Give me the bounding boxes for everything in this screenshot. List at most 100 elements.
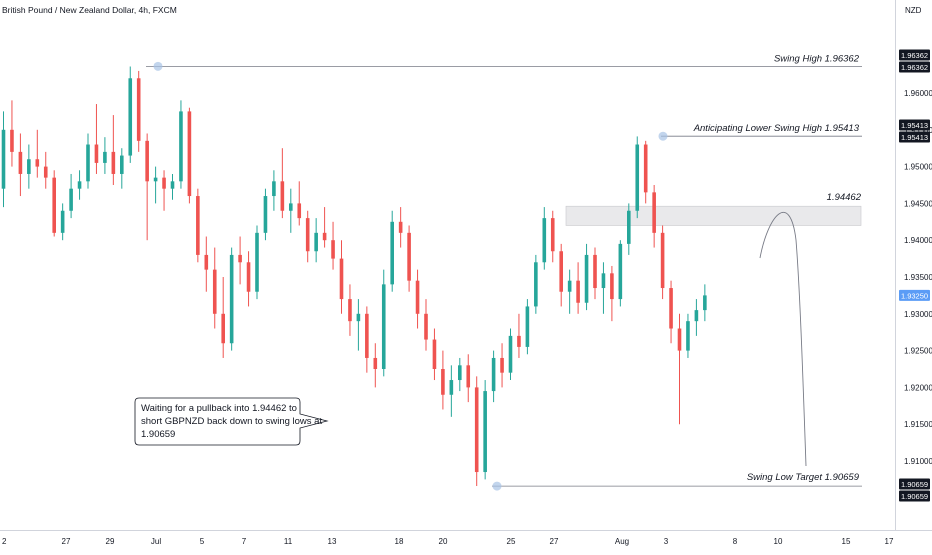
candle-body: [550, 218, 555, 252]
candle-body: [652, 192, 656, 233]
candle-body: [686, 321, 690, 351]
price-tag-text: 1.90659: [901, 492, 928, 501]
price-tick-label: 1.92500: [904, 347, 932, 356]
candle-body: [441, 369, 445, 395]
candle-body: [610, 273, 614, 300]
candle-body: [120, 155, 124, 174]
candle-body: [348, 299, 352, 322]
lower-high-marker[interactable]: [658, 131, 668, 141]
time-tick-label: 17: [885, 537, 894, 546]
candle-body: [449, 380, 454, 395]
candle-body: [534, 262, 538, 307]
currency-label: NZD: [905, 6, 922, 15]
candle-body: [593, 254, 597, 289]
candle-body: [432, 339, 437, 369]
candle-body: [567, 280, 572, 292]
price-tick-label: 1.94000: [904, 236, 932, 245]
time-tick-label: 27: [62, 537, 71, 546]
candle-body: [322, 232, 327, 241]
candle-body: [424, 313, 428, 340]
time-tick-label: 15: [842, 537, 851, 546]
price-tick-label: 1.93000: [904, 310, 932, 319]
price-tag-bg: [899, 131, 930, 143]
price-tag-text: 1.90659: [901, 480, 928, 489]
time-tick-label: 27: [550, 537, 559, 546]
time-tick-label: 3: [664, 537, 669, 546]
price-tag-bg: [899, 61, 930, 73]
candle-body: [103, 151, 107, 163]
candle-body: [10, 129, 14, 152]
price-tag-bg: [899, 478, 930, 490]
swing-high-label: Swing High 1.96362: [774, 53, 860, 64]
candle-body: [703, 295, 707, 311]
candle-body: [272, 181, 276, 197]
swing-high-marker[interactable]: [153, 61, 163, 71]
candle-body: [491, 357, 496, 392]
candle-body: [305, 218, 310, 252]
price-tick-label: 1.91000: [904, 457, 932, 466]
candles-group: [1, 66, 707, 487]
price-tag-bg: [899, 490, 930, 502]
candle-body: [415, 280, 420, 314]
candle-body: [238, 254, 242, 263]
candle-body: [196, 196, 200, 255]
callout-box[interactable]: [134, 397, 329, 446]
time-tick-label: 20: [439, 537, 448, 546]
candle-body: [170, 181, 175, 189]
candle-body: [212, 269, 217, 314]
time-tick-label: 7: [242, 537, 247, 546]
candle-body: [618, 243, 623, 300]
swing-low-marker[interactable]: [492, 481, 502, 491]
price-tag-text: 1.96362: [901, 51, 928, 60]
projection-arc[interactable]: [759, 211, 807, 467]
candle-body: [381, 284, 386, 369]
time-tick-label: 11: [284, 537, 293, 546]
plot-area[interactable]: [0, 0, 895, 530]
candle-body: [643, 144, 648, 193]
callout-line-3: 1.90659: [141, 429, 175, 440]
lower-high-label: Anticipating Lower Swing High 1.95413: [693, 123, 860, 134]
candle-body: [255, 232, 259, 292]
candle-body: [280, 181, 285, 211]
candle-body: [1, 129, 6, 189]
callout-line-1: Waiting for a pullback into 1.94462 to: [141, 403, 297, 414]
candle-body: [77, 181, 82, 189]
resistance-zone[interactable]: [565, 205, 862, 226]
candle-body: [86, 144, 90, 182]
time-tick-label: 25: [507, 537, 516, 546]
time-tick-label: 8: [733, 537, 738, 546]
candle-body: [69, 188, 73, 211]
candle-body: [339, 258, 344, 300]
callout-line-2: short GBPNZD back down to swing lows at: [141, 416, 322, 427]
price-tags: 1.96362 1.96362 1.95413 1.95413 1.93250 1.906…: [899, 49, 930, 502]
candle-body: [94, 144, 99, 163]
candle-body: [136, 78, 141, 141]
time-tick-label: 13: [328, 537, 337, 546]
candle-body: [221, 313, 225, 344]
candle-body: [525, 306, 530, 347]
candle-body: [204, 254, 209, 270]
candle-body: [601, 273, 606, 289]
price-tag-bg: [899, 49, 930, 61]
candle-body: [331, 240, 335, 259]
candle-body: [52, 177, 56, 233]
price-axis-panel[interactable]: [895, 0, 932, 550]
candle-body: [508, 335, 513, 373]
time-tick-label: 18: [395, 537, 404, 546]
candle-body: [27, 159, 31, 174]
candle-body: [153, 177, 158, 182]
time-tick-label: 10: [774, 537, 783, 546]
candle-body: [559, 251, 563, 292]
price-tag-bg: [899, 289, 930, 301]
candle-body: [289, 203, 293, 211]
candle-body: [669, 288, 673, 329]
candle-body: [474, 387, 479, 473]
candle-body: [660, 232, 665, 289]
candle-body: [517, 335, 521, 347]
candle-body: [458, 365, 462, 381]
symbol-title: British Pound / New Zealand Dollar, 4h, …: [2, 5, 177, 15]
price-tag-text: 1.96362: [901, 63, 928, 72]
candle-body: [179, 111, 183, 182]
